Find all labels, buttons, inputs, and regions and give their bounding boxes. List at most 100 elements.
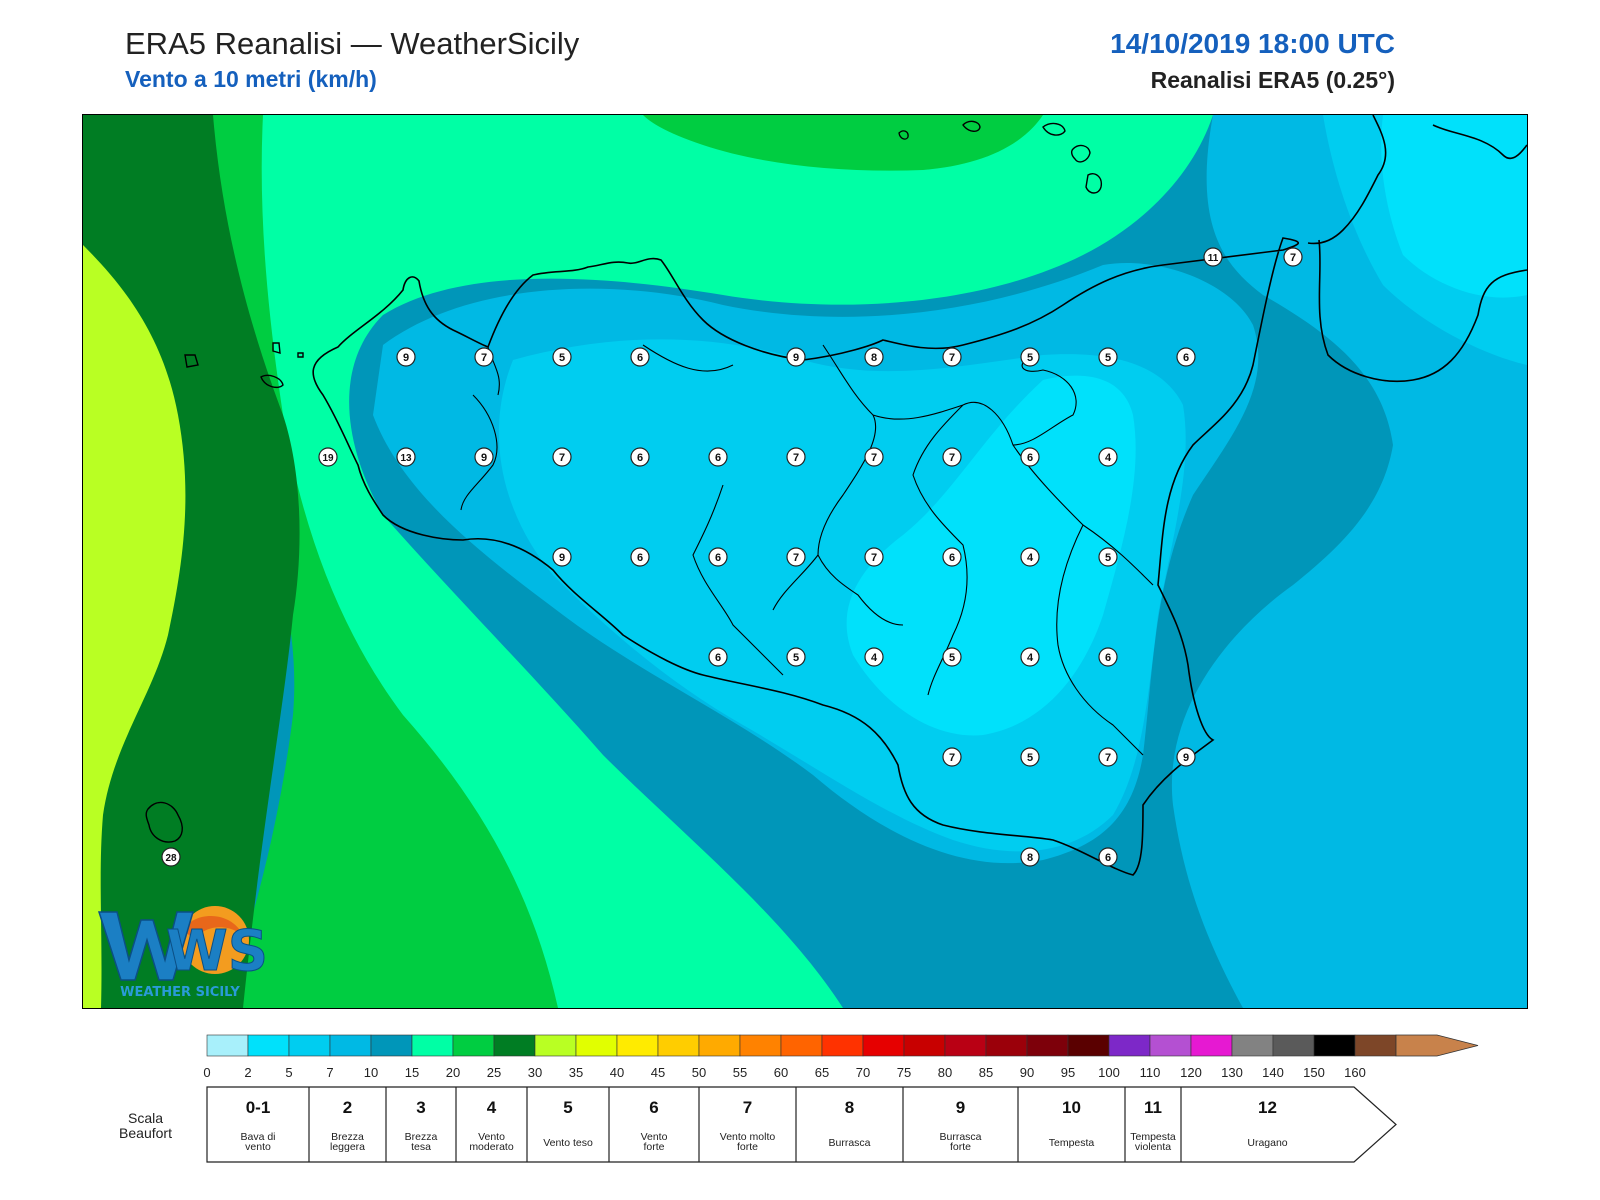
colorbar-swatch (534, 1034, 577, 1057)
wind-value-label: 5 (949, 652, 955, 664)
beaufort-number: 11 (1144, 1098, 1162, 1117)
wind-value-label: 6 (637, 352, 643, 364)
colorbar-swatch (739, 1034, 782, 1057)
wind-value-label: 9 (481, 452, 487, 464)
aeolian-islands (962, 120, 1103, 194)
field-7-10-east (1171, 115, 1527, 1008)
wind-value-label: 7 (793, 452, 799, 464)
wind-value-marker: 6 (1176, 347, 1196, 367)
colorbar-swatch (616, 1034, 659, 1057)
province-borders (460, 344, 1154, 756)
wind-value-marker: 9 (552, 547, 572, 567)
wind-value-marker: 6 (1098, 847, 1118, 867)
colorbar-tick-label: 85 (979, 1065, 993, 1080)
colorbar-swatch (1395, 1034, 1479, 1057)
calabria-coastline (1307, 115, 1527, 383)
map-subtitle: Vento a 10 metri (km/h) (125, 66, 377, 92)
colorbar-tick-label: 75 (897, 1065, 911, 1080)
colorbar-swatch (780, 1034, 823, 1057)
wind-value-label: 6 (1027, 452, 1033, 464)
field-15-20 (246, 115, 1214, 1008)
wind-value-label: 5 (559, 352, 565, 364)
beaufort-number: 6 (649, 1098, 658, 1117)
wind-value-marker: 7 (864, 547, 884, 567)
wind-value-marker: 5 (942, 647, 962, 667)
wind-value-label: 5 (1105, 352, 1111, 364)
wind-value-marker: 6 (1020, 447, 1040, 467)
wind-value-marker: 6 (630, 547, 650, 567)
beaufort-description: Vento molto (720, 1131, 776, 1143)
wind-value-label: 9 (403, 352, 409, 364)
wind-value-marker: 13 (396, 447, 416, 467)
beaufort-number: 10 (1062, 1098, 1081, 1117)
wind-value-label: 11 (1208, 253, 1219, 264)
beaufort-description: leggera (330, 1141, 365, 1153)
beaufort-description: Vento (641, 1131, 668, 1143)
beaufort-number: 7 (743, 1098, 752, 1117)
colorbar-tick-label: 60 (774, 1065, 788, 1080)
wind-value-marker: 4 (1098, 447, 1118, 467)
wind-value-marker: 11 (1203, 247, 1223, 267)
wind-value-marker: 5 (786, 647, 806, 667)
beaufort-description: tesa (411, 1141, 431, 1153)
colorbar-tick-label: 140 (1262, 1065, 1284, 1080)
field-2-5 (846, 375, 1136, 736)
wind-value-marker: 4 (864, 647, 884, 667)
wind-value-label: 7 (1105, 752, 1111, 764)
colorbar-swatch (288, 1034, 331, 1057)
colorbar-swatch (1272, 1034, 1315, 1057)
beaufort-scale-title: Scala Beaufort (119, 1110, 172, 1141)
wind-value-label: 6 (637, 452, 643, 464)
beaufort-number: 0-1 (246, 1098, 271, 1117)
colorbar-tick-label: 35 (569, 1065, 583, 1080)
wind-value-label: 7 (793, 552, 799, 564)
colorbar-tick-label: 160 (1344, 1065, 1366, 1080)
wind-value-marker: 7 (942, 347, 962, 367)
colorbar-swatch (862, 1034, 905, 1057)
wind-value-marker: 5 (1020, 747, 1040, 767)
wind-value-marker: 5 (1020, 347, 1040, 367)
beaufort-number: 12 (1258, 1098, 1277, 1117)
map-datetime: 14/10/2019 18:00 UTC (1110, 28, 1395, 59)
beaufort-description: violenta (1135, 1141, 1171, 1153)
colorbar-tick-label: 90 (1020, 1065, 1034, 1080)
wind-value-marker: 8 (864, 347, 884, 367)
colorbar-tick-label: 2 (244, 1065, 251, 1080)
colorbar-swatch (411, 1034, 454, 1057)
wind-value-marker: 5 (1098, 347, 1118, 367)
beaufort-frame (206, 1086, 1397, 1163)
wind-value-label: 5 (1027, 352, 1033, 364)
wind-value-label: 4 (1027, 652, 1034, 664)
colorbar-swatch (247, 1034, 290, 1057)
wind-value-label: 6 (1105, 852, 1111, 864)
wind-value-label: 6 (715, 652, 721, 664)
wind-value-marker: 19 (318, 447, 338, 467)
wind-value-marker: 7 (474, 347, 494, 367)
beaufort-number: 8 (845, 1098, 854, 1117)
wind-value-marker: 5 (552, 347, 572, 367)
colorbar-swatch (821, 1034, 864, 1057)
wind-value-marker: 9 (1176, 747, 1196, 767)
beaufort-description: vento (245, 1141, 271, 1153)
wind-value-label: 7 (481, 352, 487, 364)
wind-value-marker: 4 (1020, 547, 1040, 567)
colorbar-tick-label: 120 (1180, 1065, 1202, 1080)
sicily-coastline (312, 237, 1299, 876)
beaufort-description: forte (950, 1141, 971, 1153)
wind-value-label: 7 (949, 452, 955, 464)
colorbar-tick-label: 10 (364, 1065, 378, 1080)
wind-value-marker: 7 (552, 447, 572, 467)
wind-value-label: 28 (165, 853, 177, 864)
colorbar-swatch (1149, 1034, 1192, 1057)
colorbar-tick-label: 40 (610, 1065, 624, 1080)
weather-sicily-logo: WS WEATHER SICILY (95, 900, 269, 1000)
colorbar-swatch (657, 1034, 700, 1057)
wind-value-label: 6 (949, 552, 955, 564)
beaufort-description: moderato (469, 1141, 514, 1153)
wind-value-label: 7 (949, 752, 955, 764)
beaufort-description: Brezza (331, 1131, 364, 1143)
wind-value-label: 5 (793, 652, 799, 664)
colorbar-swatch (985, 1034, 1028, 1057)
wind-value-label: 5 (1027, 752, 1033, 764)
beaufort-description: Bava di (240, 1131, 275, 1143)
